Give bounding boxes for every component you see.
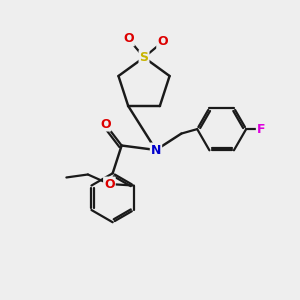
Text: N: N	[151, 143, 161, 157]
Text: O: O	[157, 35, 168, 48]
Text: F: F	[257, 123, 265, 136]
Text: O: O	[100, 118, 110, 130]
Text: O: O	[104, 178, 115, 190]
Text: O: O	[123, 32, 134, 45]
Text: S: S	[140, 51, 148, 64]
